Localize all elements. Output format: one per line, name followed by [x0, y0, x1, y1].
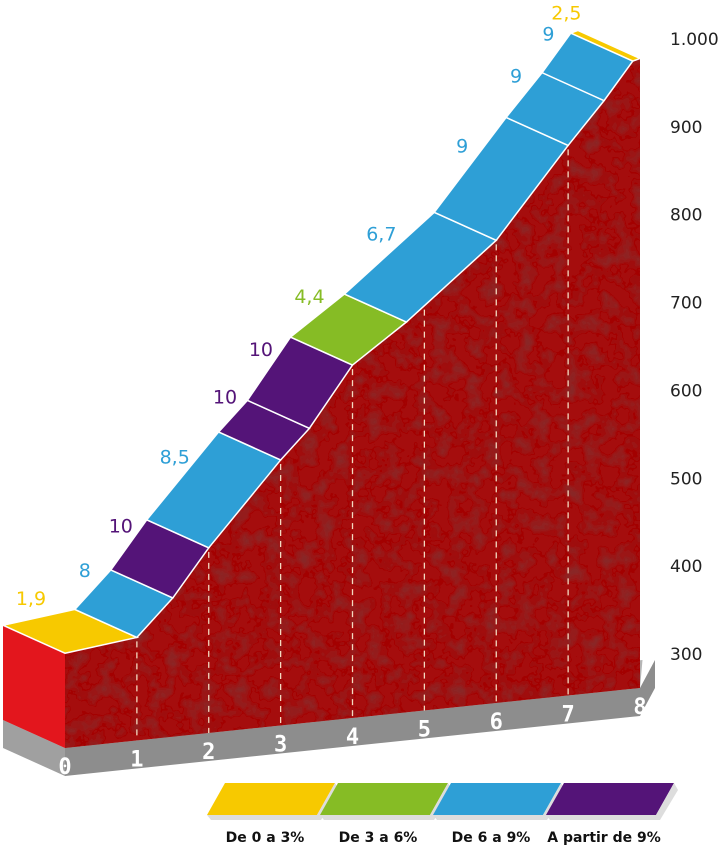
base-slab-front	[65, 660, 655, 776]
grade-label: 2,5	[551, 2, 581, 24]
legend-label: A partir de 9%	[547, 830, 661, 846]
legend-swatch-shadow	[320, 783, 452, 820]
grade-label: 1,9	[16, 588, 46, 610]
y-tick-label: 400	[670, 557, 702, 577]
y-tick-label: 300	[670, 645, 702, 665]
x-tick-label: 3	[274, 733, 287, 758]
x-tick-label: 2	[202, 740, 215, 765]
x-tick-label: 0	[58, 755, 71, 780]
grade-label: 4,4	[294, 286, 324, 308]
grade-label: 8	[79, 560, 91, 582]
legend-swatch-shadow	[546, 783, 678, 820]
grade-label: 9	[542, 23, 554, 45]
grade-label: 9	[456, 135, 468, 157]
legend-swatch	[546, 783, 674, 815]
y-tick-label: 500	[670, 469, 702, 489]
x-tick-label: 5	[418, 718, 431, 743]
y-tick-label: 800	[670, 206, 702, 226]
x-tick-label: 6	[490, 710, 503, 735]
y-tick-label: 1.000	[670, 30, 719, 50]
grade-label: 10	[213, 387, 237, 409]
grade-label: 6,7	[366, 224, 396, 246]
x-tick-label: 1	[130, 748, 143, 773]
x-tick-label: 7	[562, 703, 575, 728]
grade-segment	[568, 29, 642, 62]
grade-label: 8,5	[160, 446, 190, 468]
profile-side	[3, 625, 65, 748]
grade-label: 10	[249, 339, 273, 361]
grade-label: 10	[109, 515, 133, 537]
legend-label: De 0 a 3%	[226, 830, 305, 846]
x-tick-label: 4	[346, 725, 359, 750]
base-slab-side	[3, 720, 65, 776]
legend-swatch	[433, 783, 561, 815]
y-tick-label: 700	[670, 294, 702, 314]
y-tick-label: 900	[670, 118, 702, 138]
y-tick-label: 600	[670, 381, 702, 401]
grade-label: 9	[510, 66, 522, 88]
legend-swatch	[207, 783, 335, 815]
legend-swatch	[320, 783, 448, 815]
x-tick-label: 8	[633, 695, 646, 720]
legend-swatch-shadow	[433, 783, 565, 820]
legend-swatch-shadow	[207, 783, 339, 820]
legend-label: De 3 a 6%	[339, 830, 418, 846]
legend-label: De 6 a 9%	[452, 830, 531, 846]
